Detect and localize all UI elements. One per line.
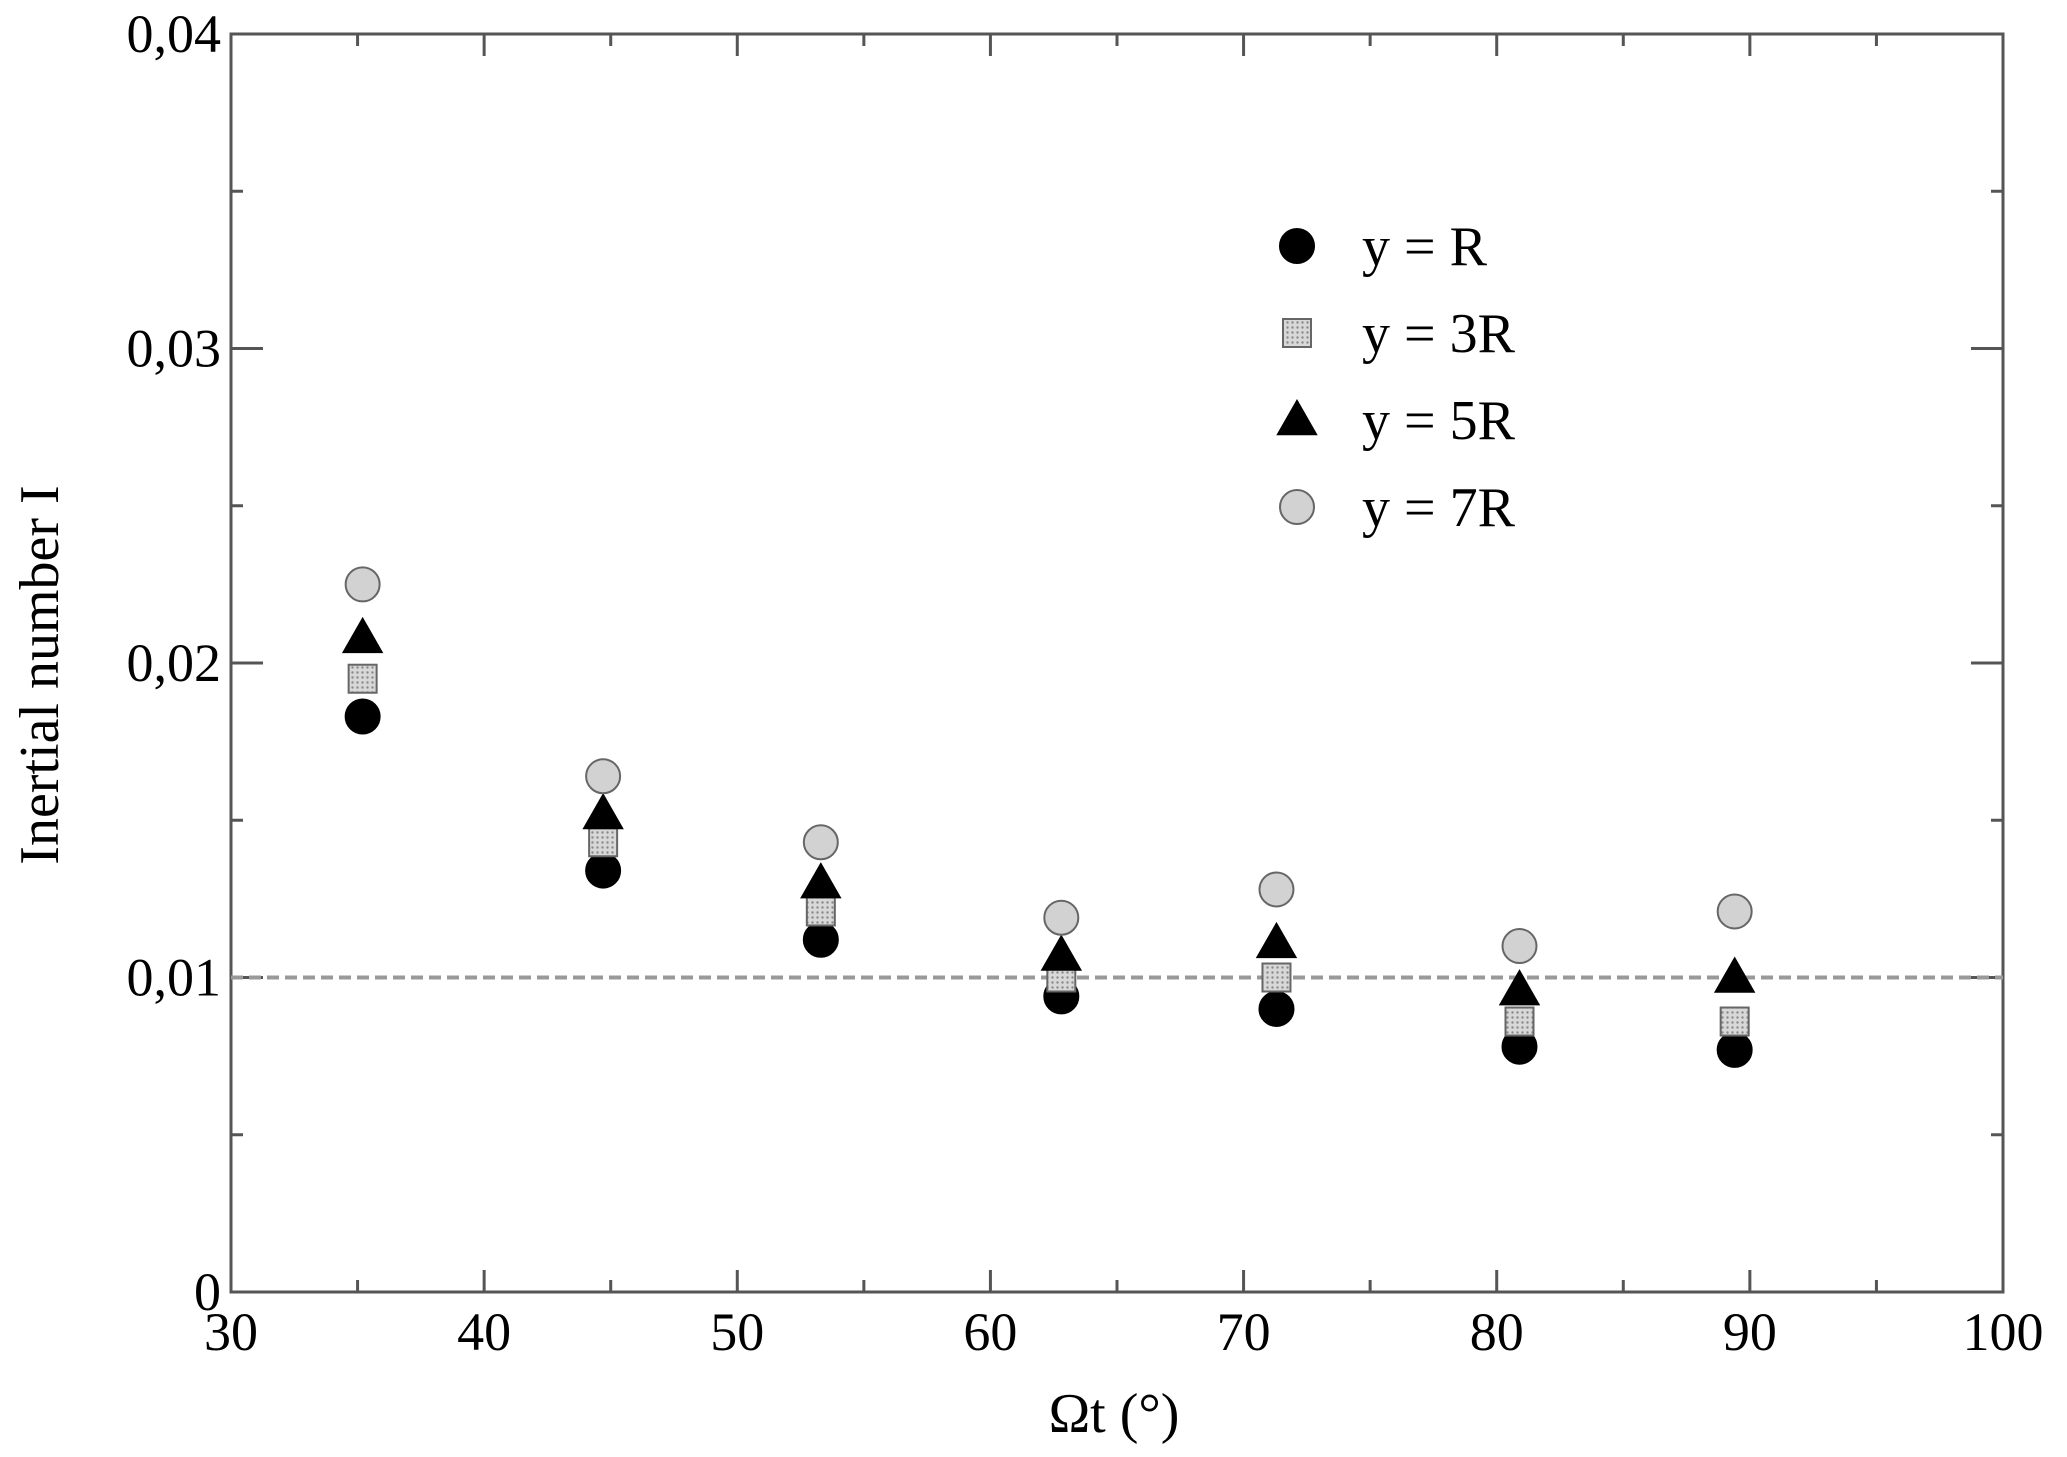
series-4 bbox=[344, 566, 1753, 965]
legend-marker bbox=[1279, 489, 1315, 525]
data-point bbox=[585, 758, 622, 795]
data-point bbox=[1501, 928, 1538, 965]
legend: y = R y = 3R y = 5R y = 7R bbox=[1276, 216, 1516, 539]
series-3 bbox=[341, 616, 1756, 1006]
data-point bbox=[1258, 990, 1295, 1027]
x-tick-label: 50 bbox=[710, 1302, 764, 1362]
data-point bbox=[1504, 1006, 1535, 1037]
data-point bbox=[344, 698, 381, 735]
y-axis-title: Inertial number I bbox=[9, 485, 71, 864]
x-axis-title: Ωt (°) bbox=[1049, 1383, 1180, 1445]
data-points bbox=[341, 566, 1756, 1068]
data-point bbox=[1719, 1006, 1750, 1037]
axes bbox=[229, 32, 2005, 1294]
data-point bbox=[1716, 893, 1753, 930]
data-point bbox=[802, 921, 839, 958]
data-point bbox=[585, 852, 622, 889]
data-point bbox=[1040, 934, 1083, 971]
data-point bbox=[1498, 969, 1541, 1006]
legend-label: y = 7R bbox=[1362, 477, 1516, 539]
data-point bbox=[802, 824, 839, 861]
y-tick-label: 0 bbox=[194, 1262, 221, 1322]
x-tick-label: 30 bbox=[204, 1302, 258, 1362]
data-point bbox=[344, 566, 381, 603]
data-point bbox=[1713, 956, 1756, 993]
legend-marker bbox=[1282, 318, 1312, 348]
data-point bbox=[341, 616, 384, 654]
x-tick-label: 70 bbox=[1217, 1302, 1271, 1362]
legend-marker bbox=[1279, 228, 1315, 264]
data-point bbox=[347, 663, 378, 694]
y-tick-label: 0,02 bbox=[127, 633, 222, 693]
x-tick-label: 80 bbox=[1470, 1302, 1524, 1362]
data-point bbox=[1716, 1031, 1753, 1068]
data-point bbox=[800, 862, 842, 899]
data-point bbox=[1043, 899, 1080, 936]
data-point bbox=[582, 792, 624, 830]
y-tick-label: 0,01 bbox=[127, 948, 222, 1008]
y-tick-label: 0,03 bbox=[127, 319, 222, 379]
legend-marker bbox=[1276, 398, 1318, 436]
series-2 bbox=[347, 663, 1750, 1037]
plot-frame bbox=[229, 32, 2005, 1294]
series-1 bbox=[344, 698, 1753, 1068]
data-point bbox=[805, 896, 836, 927]
data-point bbox=[1258, 871, 1295, 908]
x-tick-label: 60 bbox=[963, 1302, 1017, 1362]
data-point bbox=[588, 827, 619, 858]
y-tick-label: 0,04 bbox=[127, 4, 222, 64]
legend-label: y = 3R bbox=[1362, 303, 1516, 365]
x-tick-label: 100 bbox=[1963, 1302, 2044, 1362]
x-tick-label: 40 bbox=[457, 1302, 511, 1362]
data-point bbox=[1255, 921, 1298, 959]
data-point bbox=[1261, 962, 1292, 993]
legend-label: y = 5R bbox=[1362, 390, 1516, 452]
x-tick-label: 90 bbox=[1723, 1302, 1777, 1362]
legend-label: y = R bbox=[1362, 216, 1488, 278]
axis-labels: 30 40 50 60 70 80 90 100 0 0,01 0,02 0,03 0,04 Ωt (°)… bbox=[9, 4, 2044, 1445]
